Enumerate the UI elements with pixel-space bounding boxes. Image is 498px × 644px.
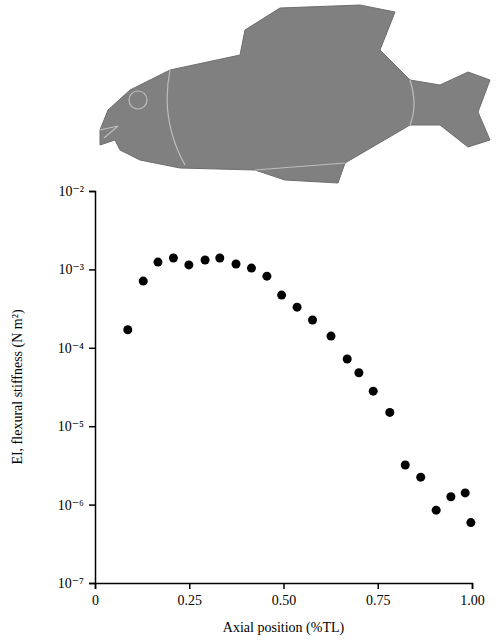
y-tick-mark [89,348,95,350]
x-tick-label: 0.50 [272,593,297,608]
fish-outline [100,70,414,170]
data-point [123,325,132,334]
y-tick: 10⁻⁵ [58,419,95,434]
data-point [466,518,475,527]
data-point [354,368,363,377]
data-point [293,303,302,312]
data-point [169,253,178,262]
y-tick: 10⁻⁴ [58,341,95,356]
x-tick-mark [283,583,285,589]
data-point [369,387,378,396]
x-tick: 0 [92,583,99,608]
x-tick-label: 1.00 [460,593,485,608]
y-tick-label: 10⁻⁷ [58,576,84,591]
fish-illustration [100,5,490,183]
x-tick-mark [472,583,474,589]
x-tick-mark [378,583,380,589]
data-point [231,260,240,269]
data-point [277,291,286,300]
y-tick-mark [89,191,95,193]
x-tick-label: 0.75 [366,593,391,608]
x-axis-line [96,584,473,590]
data-point [461,488,470,497]
y-tick: 10⁻⁶ [58,498,95,513]
data-point [153,258,162,267]
x-tick-mark [189,583,191,589]
x-tick: 0.25 [178,583,203,608]
y-tick-mark [89,583,95,585]
y-axis-line [89,192,96,584]
x-tick: 0.75 [366,583,391,608]
y-tick-label: 10⁻⁴ [58,341,84,356]
y-axis: 10⁻⁷ 10⁻⁶ 10⁻⁵ 10⁻⁴ 10⁻³ 10⁻² [58,184,96,591]
data-point [184,260,193,269]
x-axis: 0 0.25 0.50 0.75 1.00 [92,583,485,608]
y-tick: 10⁻⁷ [58,576,95,591]
fish-body [100,5,490,183]
data-point [139,277,148,286]
data-point [201,255,210,264]
y-tick-label: 10⁻⁵ [58,419,84,434]
data-point [308,316,317,325]
points [123,253,475,527]
x-tick-label: 0 [92,593,99,608]
x-tick: 1.00 [460,583,485,608]
y-tick-label: 10⁻² [58,184,84,199]
data-point [247,264,256,273]
data-point [343,354,352,363]
y-tick-label: 10⁻³ [58,262,84,277]
data-point [432,506,441,515]
y-tick-mark [89,269,95,271]
data-point [215,253,224,262]
x-tick: 0.50 [272,583,297,608]
plot: 00.250.500.751.0010⁻⁷10⁻⁶10⁻⁵10⁻⁴10⁻³10⁻… [58,184,485,608]
data-point [262,272,271,281]
x-tick-label: 0.25 [178,593,203,608]
x-axis-title: Axial position (%TL) [223,620,345,636]
chart: 00.250.500.751.0010⁻⁷10⁻⁶10⁻⁵10⁻⁴10⁻³10⁻… [0,0,498,644]
data-point [416,473,425,482]
data-point [401,460,410,469]
y-tick-label: 10⁻⁶ [58,498,84,513]
y-axis-title: EI, flexural stiffness (N m²) [10,309,26,465]
y-tick-mark [89,504,95,506]
fish-eye [129,91,147,109]
y-tick-mark [89,426,95,428]
y-tick: 10⁻³ [58,262,95,277]
y-tick: 10⁻² [58,184,95,199]
data-point [385,408,394,417]
data-point [446,492,455,501]
data-point [327,332,336,341]
